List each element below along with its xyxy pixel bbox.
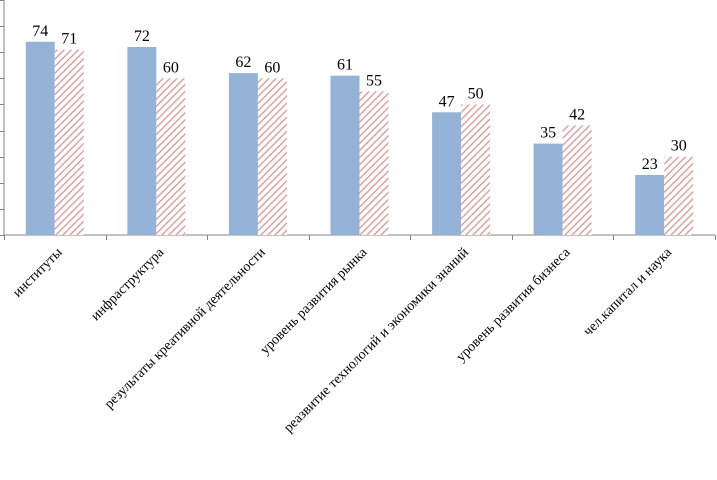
data-label-series-1-2: 72: [134, 28, 150, 45]
bars-layer: [25, 41, 694, 236]
category-label-1: институты: [10, 245, 66, 301]
data-label-series-2-4: 55: [366, 72, 382, 89]
bar-series-2-2: [156, 78, 186, 235]
bar-series-1-3: [228, 73, 258, 235]
bar-series-1-6: [533, 143, 563, 235]
data-label-series-2-5: 50: [468, 85, 484, 102]
data-label-series-2-1: 71: [61, 31, 77, 48]
bar-series-1-4: [330, 75, 360, 235]
bar-series-1-7: [635, 174, 665, 235]
data-label-series-2-2: 60: [163, 59, 179, 76]
data-label-series-1-3: 62: [235, 54, 251, 71]
data-label-series-1-5: 47: [439, 93, 455, 110]
bar-series-2-5: [461, 104, 491, 235]
bar-series-1-2: [127, 47, 157, 235]
category-label-4: уровень развития рынка: [258, 245, 371, 358]
bar-series-1-1: [25, 41, 55, 236]
value-labels-layer: 74 71 72 60 62 60 61 55 47 50 35 42 23 30: [32, 23, 686, 173]
category-label-5: реазвитие технологий и экономики знаний: [281, 245, 472, 436]
category-label-2: инфраструктура: [88, 245, 167, 324]
data-label-series-2-7: 30: [671, 138, 687, 155]
bar-series-1-5: [432, 112, 462, 235]
bar-series-2-6: [562, 125, 592, 235]
data-label-series-1-4: 61: [337, 57, 353, 74]
data-label-series-1-7: 23: [642, 156, 658, 173]
data-label-series-2-6: 42: [569, 106, 585, 123]
bar-series-2-1: [54, 49, 84, 235]
category-label-7: чел.капитал и наука: [581, 245, 676, 340]
data-label-series-1-6: 35: [540, 125, 556, 142]
bar-series-2-4: [359, 91, 389, 235]
category-label-6: уровень развития бизнеса: [454, 245, 574, 365]
bar-series-2-3: [257, 78, 287, 235]
data-label-series-2-3: 60: [264, 59, 280, 76]
data-label-series-1-1: 74: [32, 23, 48, 40]
category-label-3: результаты креативной деятельности: [102, 245, 269, 412]
bar-series-2-7: [664, 156, 694, 235]
